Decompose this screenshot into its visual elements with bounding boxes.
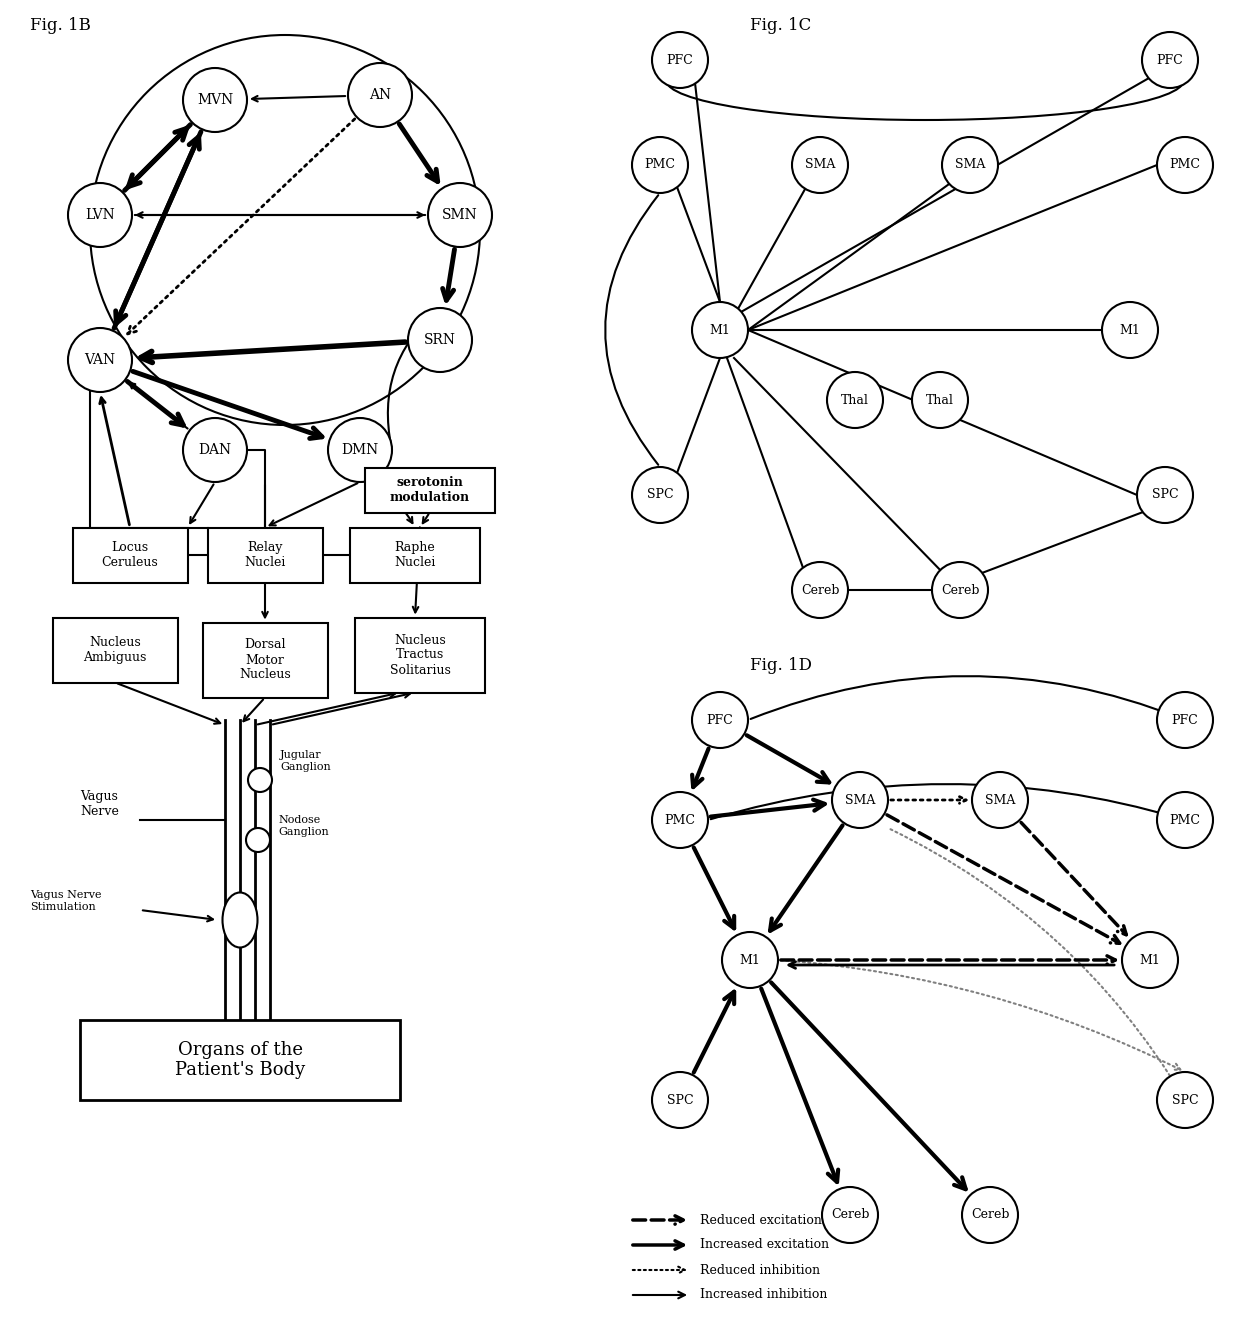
Circle shape: [68, 183, 131, 246]
Bar: [52, 617, 177, 682]
Text: SMA: SMA: [805, 159, 836, 171]
Text: serotonin
modulation: serotonin modulation: [389, 476, 470, 504]
Text: Locus
Ceruleus: Locus Ceruleus: [102, 541, 159, 568]
Text: VAN: VAN: [84, 352, 115, 367]
Text: LVN: LVN: [86, 208, 115, 223]
Circle shape: [1157, 1072, 1213, 1128]
Text: PFC: PFC: [667, 53, 693, 66]
Circle shape: [827, 372, 883, 428]
Circle shape: [652, 1072, 708, 1128]
Text: Cereb: Cereb: [971, 1208, 1009, 1222]
Text: M1: M1: [739, 954, 760, 966]
Text: PFC: PFC: [1172, 713, 1198, 726]
Text: Fig. 1D: Fig. 1D: [750, 657, 812, 674]
Text: PFC: PFC: [707, 713, 733, 726]
Text: SPC: SPC: [1172, 1093, 1198, 1106]
Text: M1: M1: [709, 323, 730, 337]
Text: Increased excitation: Increased excitation: [701, 1239, 830, 1252]
Text: DAN: DAN: [198, 443, 232, 457]
Text: M1: M1: [1120, 323, 1141, 337]
Circle shape: [1157, 692, 1213, 749]
Circle shape: [972, 772, 1028, 828]
Text: SMA: SMA: [985, 794, 1016, 807]
Text: Vagus
Nerve: Vagus Nerve: [81, 790, 119, 818]
Bar: [202, 623, 327, 697]
Text: Nodose
Ganglion: Nodose Ganglion: [278, 815, 329, 837]
Text: Fig. 1B: Fig. 1B: [30, 17, 91, 34]
Circle shape: [428, 183, 492, 246]
Circle shape: [652, 32, 708, 87]
Circle shape: [692, 692, 748, 749]
Circle shape: [792, 562, 848, 617]
Text: Nucleus
Ambiguus: Nucleus Ambiguus: [83, 636, 146, 664]
Text: MVN: MVN: [197, 93, 233, 107]
Text: SRN: SRN: [424, 333, 456, 347]
Bar: [365, 468, 495, 513]
Text: SPC: SPC: [1152, 489, 1178, 501]
Text: SPC: SPC: [647, 489, 673, 501]
Text: Thal: Thal: [926, 394, 954, 407]
Circle shape: [832, 772, 888, 828]
Circle shape: [408, 307, 472, 372]
Text: SMN: SMN: [443, 208, 477, 223]
Circle shape: [632, 466, 688, 523]
Circle shape: [722, 931, 777, 988]
Circle shape: [1102, 302, 1158, 358]
Text: AN: AN: [370, 87, 391, 102]
Circle shape: [1122, 931, 1178, 988]
Text: Cereb: Cereb: [831, 1208, 869, 1222]
Circle shape: [1157, 792, 1213, 848]
Text: SPC: SPC: [667, 1093, 693, 1106]
Text: PMC: PMC: [1169, 159, 1200, 171]
Text: PFC: PFC: [1157, 53, 1183, 66]
Circle shape: [329, 417, 392, 482]
Text: Cereb: Cereb: [941, 583, 980, 596]
Bar: [355, 617, 485, 693]
Bar: [350, 527, 480, 583]
Text: PMC: PMC: [1169, 814, 1200, 827]
Circle shape: [962, 1187, 1018, 1243]
Circle shape: [822, 1187, 878, 1243]
Circle shape: [1157, 136, 1213, 193]
Circle shape: [911, 372, 968, 428]
Circle shape: [692, 302, 748, 358]
Text: Relay
Nuclei: Relay Nuclei: [244, 541, 285, 568]
Text: Fig. 1C: Fig. 1C: [750, 17, 811, 34]
Text: Jugular
Ganglion: Jugular Ganglion: [280, 750, 331, 772]
Text: Organs of the
Patient's Body: Organs of the Patient's Body: [175, 1040, 305, 1080]
Circle shape: [942, 136, 998, 193]
Bar: [207, 527, 322, 583]
Text: SMA: SMA: [955, 159, 986, 171]
Text: Reduced inhibition: Reduced inhibition: [701, 1264, 820, 1276]
Ellipse shape: [222, 893, 258, 947]
Circle shape: [632, 136, 688, 193]
Text: Nucleus
Tractus
Solitarius: Nucleus Tractus Solitarius: [389, 633, 450, 677]
Text: DMN: DMN: [341, 443, 378, 457]
Text: M1: M1: [1140, 954, 1161, 966]
Circle shape: [932, 562, 988, 617]
Text: PMC: PMC: [665, 814, 696, 827]
Text: Cereb: Cereb: [801, 583, 839, 596]
Circle shape: [246, 828, 270, 852]
Circle shape: [1137, 466, 1193, 523]
Text: Dorsal
Motor
Nucleus: Dorsal Motor Nucleus: [239, 639, 291, 681]
Bar: [81, 1020, 401, 1100]
Text: SMA: SMA: [844, 794, 875, 807]
Bar: [72, 527, 187, 583]
Circle shape: [348, 64, 412, 127]
Circle shape: [184, 68, 247, 132]
Text: Thal: Thal: [841, 394, 869, 407]
Text: Reduced excitation: Reduced excitation: [701, 1214, 822, 1227]
Circle shape: [792, 136, 848, 193]
Text: Raphe
Nuclei: Raphe Nuclei: [394, 541, 435, 568]
Text: PMC: PMC: [645, 159, 676, 171]
Circle shape: [68, 329, 131, 392]
Text: Increased inhibition: Increased inhibition: [701, 1288, 827, 1301]
Circle shape: [248, 768, 272, 792]
Circle shape: [184, 417, 247, 482]
Circle shape: [1142, 32, 1198, 87]
Circle shape: [652, 792, 708, 848]
Text: Vagus Nerve
Stimulation: Vagus Nerve Stimulation: [30, 890, 102, 912]
